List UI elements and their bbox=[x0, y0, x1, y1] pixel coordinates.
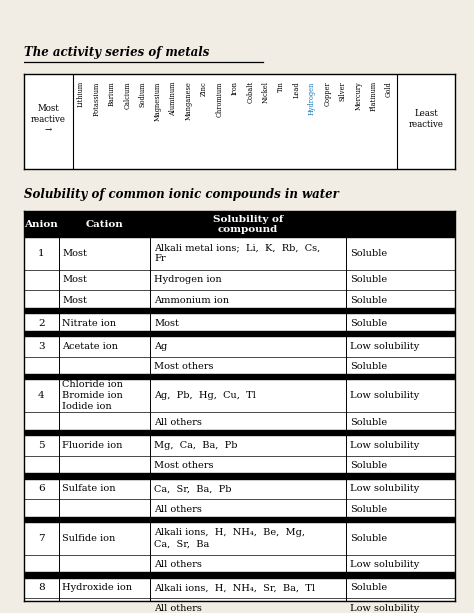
Text: All others: All others bbox=[154, 604, 202, 613]
Text: Aluminum: Aluminum bbox=[169, 81, 177, 116]
Text: Soluble: Soluble bbox=[350, 249, 387, 258]
Text: Ca,  Sr,  Ba,  Pb: Ca, Sr, Ba, Pb bbox=[154, 484, 231, 493]
Text: Sulfide ion: Sulfide ion bbox=[62, 534, 115, 543]
Text: 3: 3 bbox=[38, 342, 45, 351]
Text: Low solubility: Low solubility bbox=[350, 560, 419, 569]
Text: Low solubility: Low solubility bbox=[350, 391, 419, 400]
Text: Soluble: Soluble bbox=[350, 275, 387, 284]
Text: Copper: Copper bbox=[323, 81, 331, 106]
Text: Alkali ions,  H,  NH₄,  Sr,  Ba,  Tl: Alkali ions, H, NH₄, Sr, Ba, Tl bbox=[154, 584, 315, 592]
Text: Barium: Barium bbox=[108, 81, 116, 106]
Text: Chromium: Chromium bbox=[216, 81, 224, 116]
Text: Low solubility: Low solubility bbox=[350, 441, 419, 450]
Text: All others: All others bbox=[154, 418, 202, 427]
Text: Ag,  Pb,  Hg,  Cu,  Tl: Ag, Pb, Hg, Cu, Tl bbox=[154, 391, 256, 400]
Text: Most: Most bbox=[62, 296, 87, 305]
Text: Lead: Lead bbox=[292, 81, 301, 98]
Text: Acetate ion: Acetate ion bbox=[62, 342, 118, 351]
Text: Soluble: Soluble bbox=[350, 504, 387, 514]
Text: Sodium: Sodium bbox=[138, 81, 146, 107]
Text: All others: All others bbox=[154, 560, 202, 569]
Text: Most others: Most others bbox=[154, 461, 213, 470]
Text: Most
reactive
→: Most reactive → bbox=[31, 104, 66, 134]
Text: 8: 8 bbox=[38, 584, 45, 592]
Text: 5: 5 bbox=[38, 441, 45, 450]
Text: Low solubility: Low solubility bbox=[350, 604, 419, 613]
Text: Mg,  Ca,  Ba,  Pb: Mg, Ca, Ba, Pb bbox=[154, 441, 237, 450]
Text: Low solubility: Low solubility bbox=[350, 484, 419, 493]
Text: 1: 1 bbox=[38, 249, 45, 258]
Text: Alkali metal ions;  Li,  K,  Rb,  Cs,
Fr: Alkali metal ions; Li, K, Rb, Cs, Fr bbox=[154, 243, 320, 264]
Text: Most others: Most others bbox=[154, 362, 213, 371]
Text: Silver: Silver bbox=[339, 81, 347, 101]
Text: Magnesium: Magnesium bbox=[154, 81, 162, 121]
Text: Soluble: Soluble bbox=[350, 418, 387, 427]
Text: Ammonium ion: Ammonium ion bbox=[154, 296, 229, 305]
Text: 4: 4 bbox=[38, 391, 45, 400]
Text: Nickel: Nickel bbox=[262, 81, 270, 103]
Text: Hydrogen: Hydrogen bbox=[308, 81, 316, 115]
Text: Most: Most bbox=[154, 319, 179, 328]
Text: Iron: Iron bbox=[231, 81, 239, 95]
Text: Soluble: Soluble bbox=[350, 319, 387, 328]
Text: Gold: Gold bbox=[385, 81, 393, 97]
Text: Soluble: Soluble bbox=[350, 461, 387, 470]
Text: Soluble: Soluble bbox=[350, 296, 387, 305]
Text: Hydrogen ion: Hydrogen ion bbox=[154, 275, 221, 284]
Text: Alkali ions,  H,  NH₄,  Be,  Mg,
Ca,  Sr,  Ba: Alkali ions, H, NH₄, Be, Mg, Ca, Sr, Ba bbox=[154, 528, 305, 548]
Text: Nitrate ion: Nitrate ion bbox=[62, 319, 116, 328]
Text: Lithium: Lithium bbox=[77, 81, 85, 107]
Text: Most: Most bbox=[62, 249, 87, 258]
Text: Tin: Tin bbox=[277, 81, 285, 92]
Text: Cation: Cation bbox=[85, 220, 123, 229]
Text: Ag: Ag bbox=[154, 342, 167, 351]
Text: Soluble: Soluble bbox=[350, 362, 387, 371]
Text: Low solubility: Low solubility bbox=[350, 342, 419, 351]
Text: Solubility of
compound: Solubility of compound bbox=[213, 215, 283, 234]
Text: 6: 6 bbox=[38, 484, 45, 493]
Text: Chloride ion
Bromide ion
Iodide ion: Chloride ion Bromide ion Iodide ion bbox=[62, 380, 123, 411]
Text: All others: All others bbox=[154, 504, 202, 514]
Text: The activity series of metals: The activity series of metals bbox=[24, 45, 209, 59]
Text: Fluoride ion: Fluoride ion bbox=[62, 441, 122, 450]
Text: Least
reactive: Least reactive bbox=[409, 110, 443, 129]
Text: 2: 2 bbox=[38, 319, 45, 328]
Text: Soluble: Soluble bbox=[350, 584, 387, 592]
Text: Anion: Anion bbox=[25, 220, 58, 229]
Text: 7: 7 bbox=[38, 534, 45, 543]
Text: Zinc: Zinc bbox=[200, 81, 208, 96]
Text: Soluble: Soluble bbox=[350, 534, 387, 543]
Text: Mercury: Mercury bbox=[354, 81, 362, 110]
Text: Solubility of common ionic compounds in water: Solubility of common ionic compounds in … bbox=[24, 188, 338, 201]
Text: Most: Most bbox=[62, 275, 87, 284]
Text: Platinum: Platinum bbox=[370, 81, 378, 112]
Text: Hydroxide ion: Hydroxide ion bbox=[62, 584, 132, 592]
Text: Potassium: Potassium bbox=[92, 81, 100, 115]
Text: Calcium: Calcium bbox=[123, 81, 131, 109]
Text: Sulfate ion: Sulfate ion bbox=[62, 484, 116, 493]
Text: Manganese: Manganese bbox=[185, 81, 193, 120]
Text: Cobalt: Cobalt bbox=[246, 81, 255, 103]
